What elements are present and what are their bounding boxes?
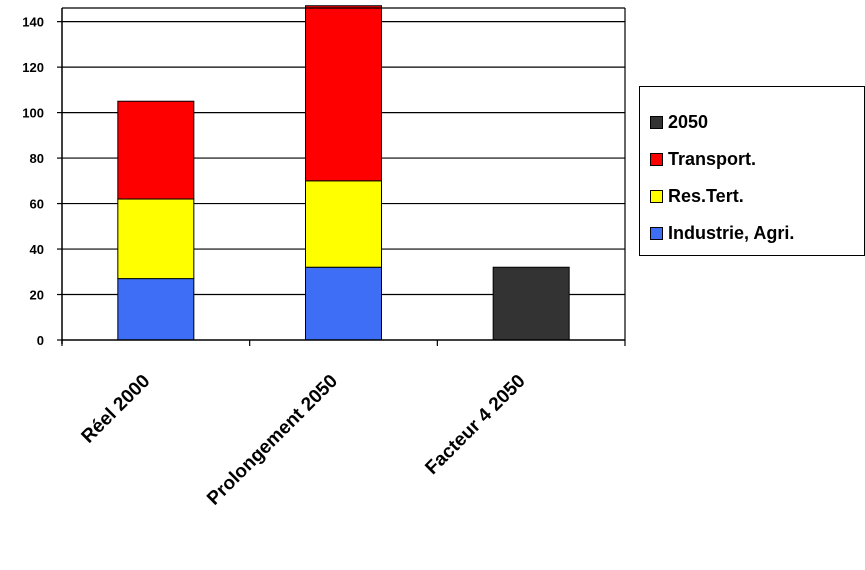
legend-label: Transport.: [668, 148, 757, 169]
legend-swatch: [650, 189, 663, 203]
legend-swatch: [650, 115, 663, 129]
x-category-label: Prolongement 2050: [203, 371, 342, 510]
y-tick-label: 0: [37, 333, 44, 348]
y-tick-label: 140: [22, 15, 44, 30]
axes: [57, 7, 626, 346]
bar-segment-industrie-agri: [305, 266, 382, 341]
bar-segment-transport: [305, 5, 382, 182]
legend-item: Transport.: [650, 146, 756, 172]
y-tick-label: 20: [30, 288, 44, 303]
legend-swatch: [650, 226, 663, 240]
legend-item: 2050: [650, 109, 708, 135]
legend-label: Res.Tert.: [668, 185, 744, 206]
y-tick-label: 100: [22, 106, 44, 121]
y-tick-label: 60: [30, 197, 44, 212]
x-category-label: Facteur 4 2050: [421, 371, 529, 479]
x-category-label: Réel 2000: [78, 371, 155, 448]
x-category-labels: Réel 2000 Prolongement 2050 Facteur 4 2050: [78, 371, 530, 510]
bar-segment-2050: [492, 266, 570, 341]
y-tick-label: 120: [22, 60, 44, 75]
legend-swatch: [650, 152, 663, 166]
y-tick-labels: 0 20 40 60 80 100 120 140: [22, 15, 44, 348]
y-tick-label: 80: [30, 151, 44, 166]
legend-item: Industrie, Agri.: [650, 220, 794, 246]
legend-label: 2050: [668, 111, 709, 132]
bars: [117, 5, 570, 341]
bar-segment-transport: [117, 100, 195, 200]
legend-item: Res.Tert.: [650, 183, 744, 209]
bar-segment-res-tert: [305, 180, 382, 268]
legend-label: Industrie, Agri.: [668, 222, 795, 243]
legend: 2050 Transport. Res.Tert. Industrie, Agri.: [639, 86, 865, 256]
bar-segment-industrie-agri: [117, 278, 195, 341]
y-tick-label: 40: [30, 242, 44, 257]
bar-segment-res-tert: [117, 198, 195, 280]
